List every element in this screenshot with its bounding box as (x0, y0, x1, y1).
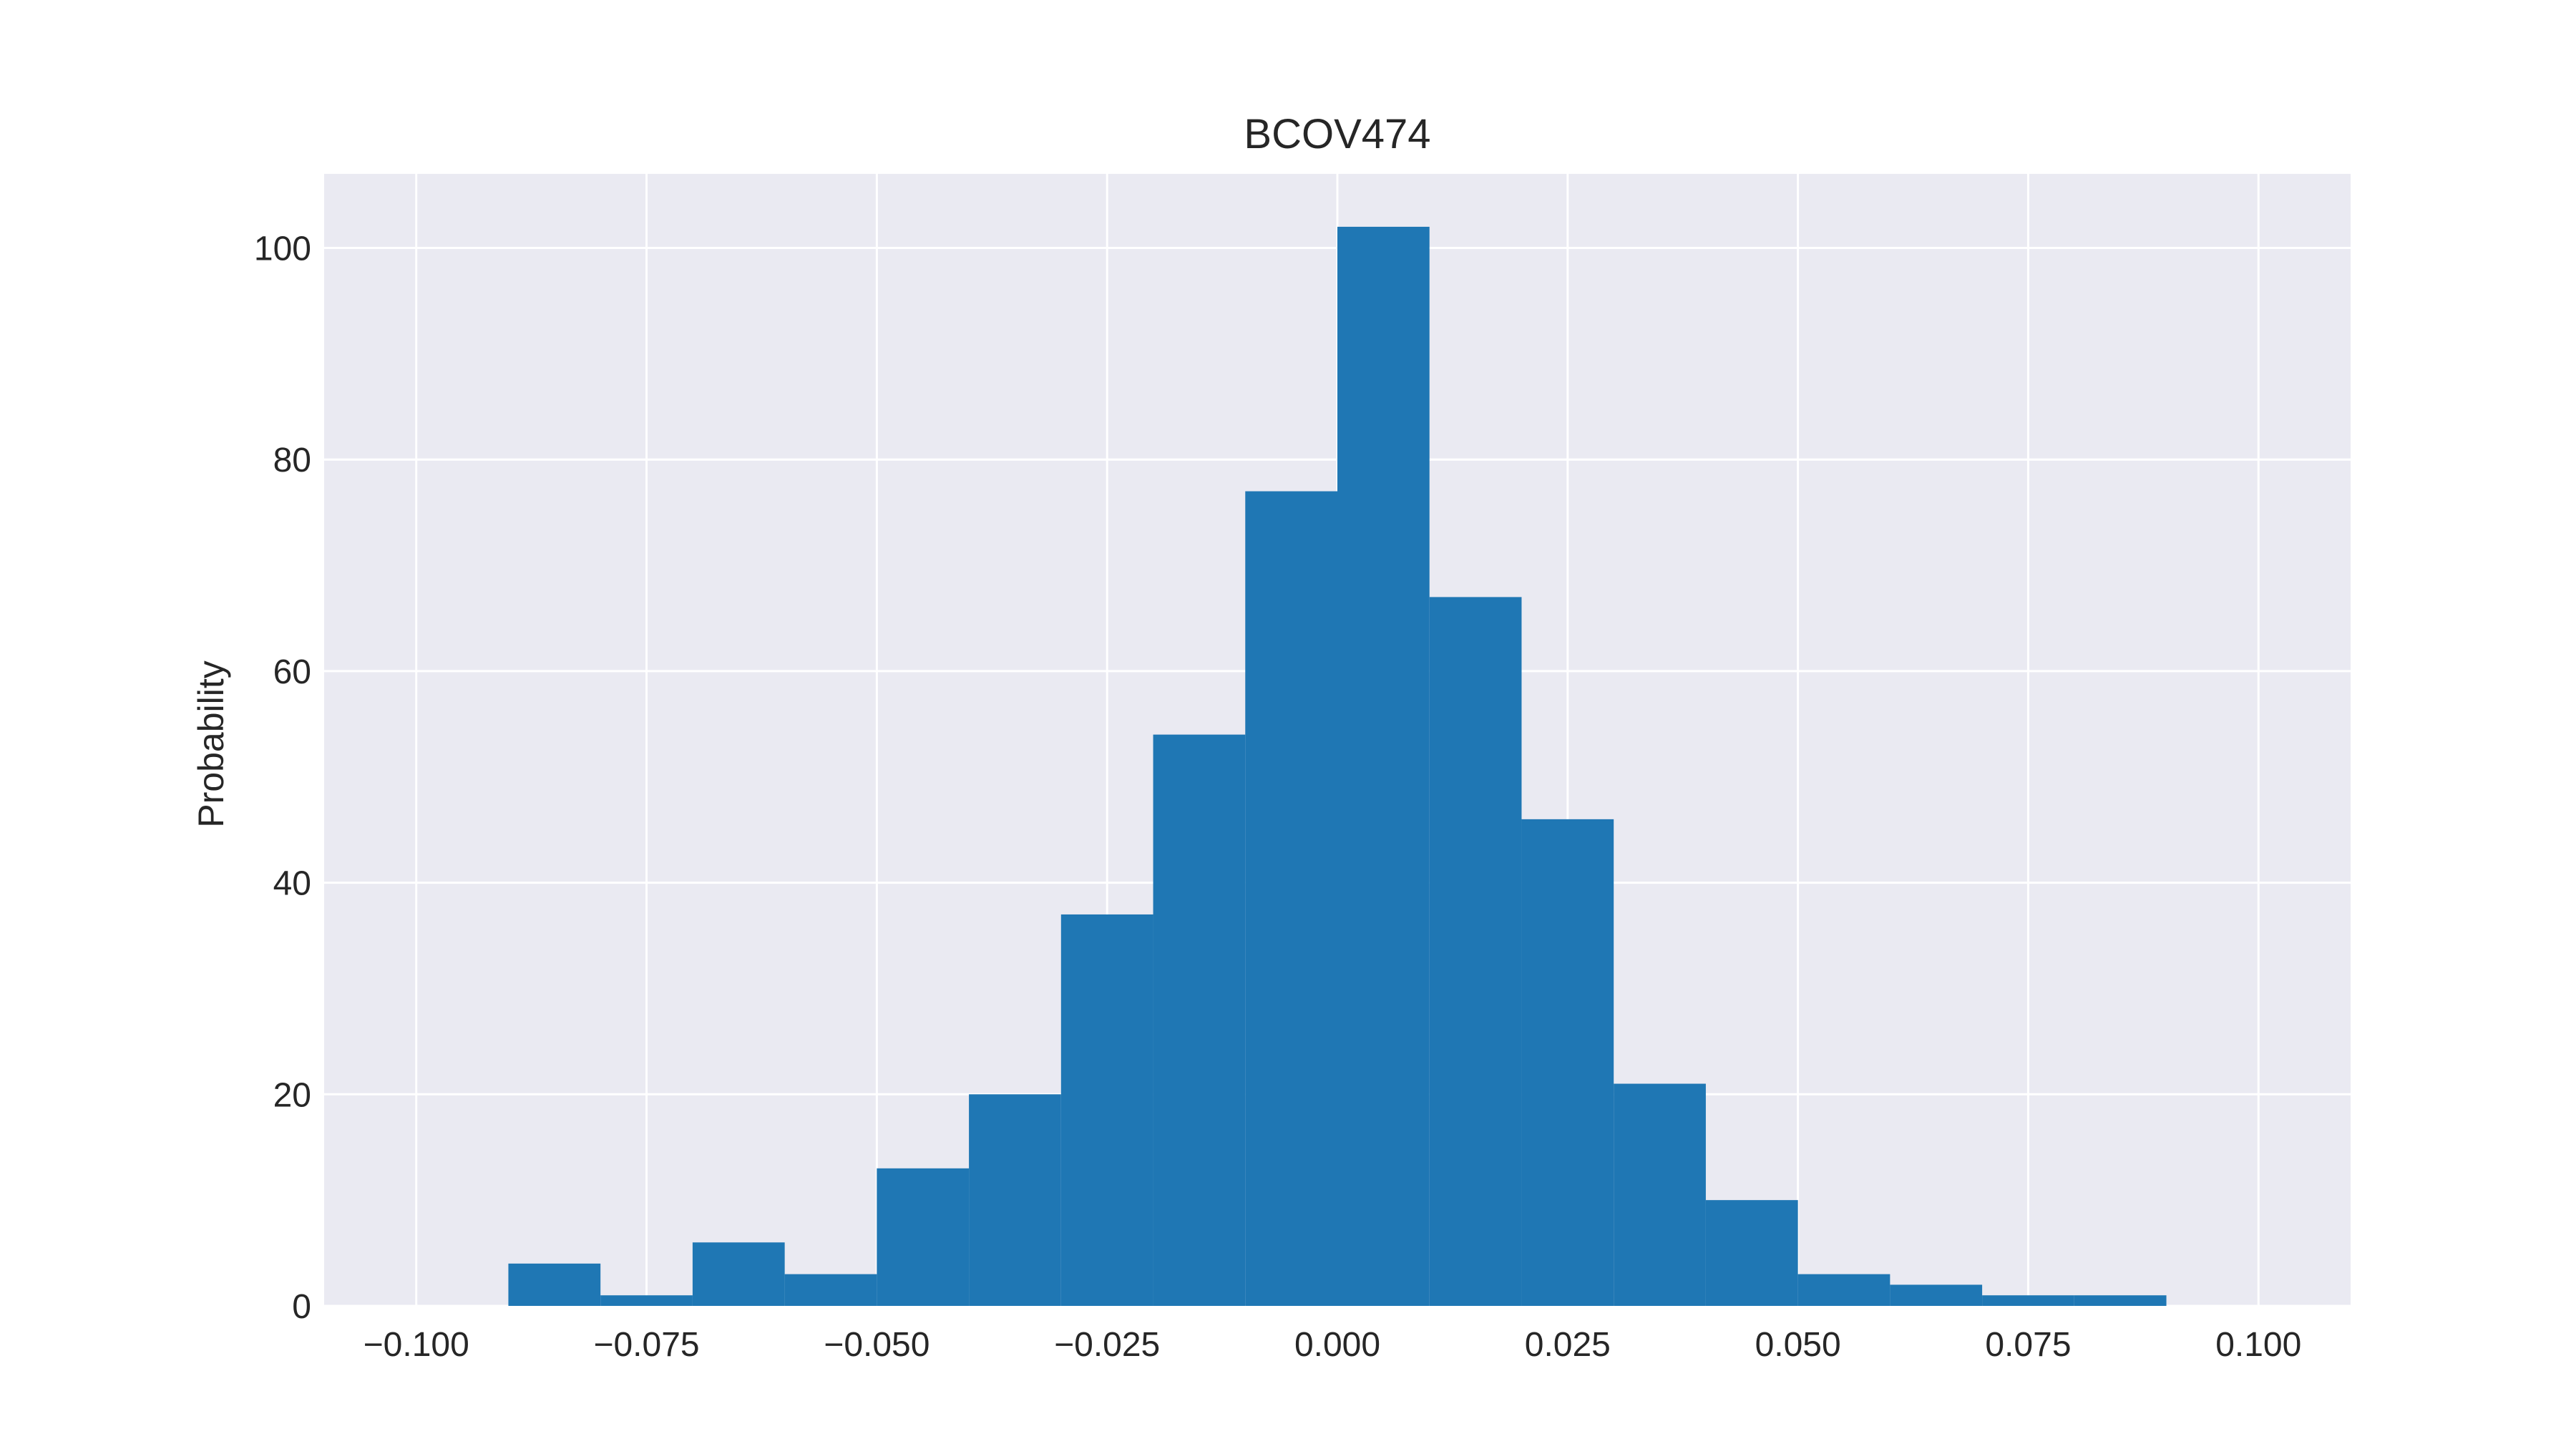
histogram-bar (1245, 491, 1337, 1306)
x-tick-label: 0.000 (1294, 1326, 1380, 1364)
histogram-bar (1429, 597, 1522, 1306)
y-tick-label: 0 (292, 1288, 311, 1326)
y-tick-label: 60 (273, 653, 311, 691)
histogram-bar (784, 1274, 877, 1306)
y-axis-ticks: 0 20 40 60 80 100 (254, 230, 311, 1326)
x-tick-label: −0.100 (364, 1326, 469, 1364)
x-tick-label: 0.050 (1755, 1326, 1841, 1364)
chart-title: BCOV474 (1244, 111, 1430, 157)
histogram-bar (1890, 1284, 1983, 1306)
histogram-bar (600, 1295, 693, 1306)
y-tick-label: 100 (254, 230, 311, 268)
x-tick-label: 0.075 (1985, 1326, 2071, 1364)
histogram-bar (1521, 819, 1614, 1306)
histogram-bar (508, 1263, 601, 1306)
x-tick-label: −0.025 (1054, 1326, 1160, 1364)
x-tick-label: 0.100 (2215, 1326, 2301, 1364)
histogram-bar (1705, 1200, 1798, 1306)
histogram-bar (1337, 226, 1430, 1306)
x-tick-label: −0.075 (593, 1326, 699, 1364)
histogram-bar (1153, 734, 1246, 1306)
y-tick-label: 80 (273, 441, 311, 479)
histogram-bar (2074, 1295, 2167, 1306)
y-tick-label: 20 (273, 1076, 311, 1114)
histogram-bar (1060, 914, 1153, 1306)
y-tick-label: 40 (273, 865, 311, 903)
y-axis-label: Probability (191, 660, 231, 827)
histogram-bar (877, 1168, 970, 1306)
histogram-bar (969, 1094, 1061, 1306)
histogram-bar (1614, 1083, 1706, 1306)
histogram-bar (692, 1242, 785, 1306)
histogram-bar (1797, 1274, 1890, 1306)
x-tick-label: 0.025 (1525, 1326, 1611, 1364)
bars (508, 226, 2167, 1306)
histogram-bar (1982, 1295, 2074, 1306)
x-axis-ticks: −0.100 −0.075 −0.050 −0.025 0.000 0.025 0.050 0… (364, 1326, 2302, 1364)
x-tick-label: −0.050 (824, 1326, 930, 1364)
